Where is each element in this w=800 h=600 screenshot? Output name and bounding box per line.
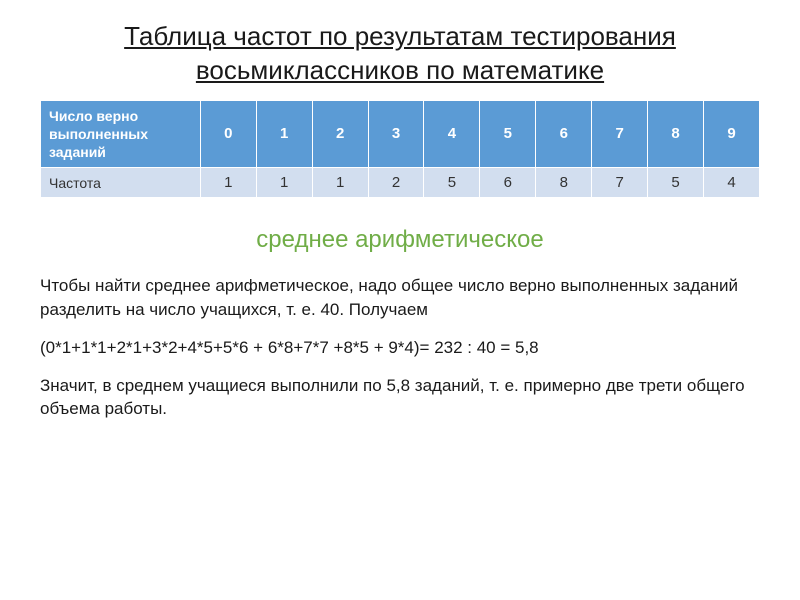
- table-data-row: Частота 1 1 1 2 5 6 8 7 5 4: [41, 168, 760, 198]
- paragraph-2: Значит, в среднем учащиеся выполнили по …: [40, 374, 760, 422]
- data-cell: 5: [424, 168, 480, 198]
- data-cell: 7: [592, 168, 648, 198]
- data-cell: 8: [536, 168, 592, 198]
- table-header-row: Число верно выполненных заданий 0 1 2 3 …: [41, 100, 760, 168]
- col-header: 4: [424, 100, 480, 168]
- data-cell: 5: [648, 168, 704, 198]
- col-header: 0: [200, 100, 256, 168]
- col-header: 2: [312, 100, 368, 168]
- col-header: 1: [256, 100, 312, 168]
- data-cell: 1: [200, 168, 256, 198]
- data-cell: 6: [480, 168, 536, 198]
- col-header: 9: [704, 100, 760, 168]
- page-title: Таблица частот по результатам тестирован…: [40, 20, 760, 88]
- col-header: 6: [536, 100, 592, 168]
- frequency-table: Число верно выполненных заданий 0 1 2 3 …: [40, 100, 760, 199]
- col-header: 8: [648, 100, 704, 168]
- col-header: 3: [368, 100, 424, 168]
- paragraph-1: Чтобы найти среднее арифметическое, надо…: [40, 274, 760, 322]
- col-header: 7: [592, 100, 648, 168]
- header-label: Число верно выполненных заданий: [41, 100, 201, 168]
- data-cell: 1: [256, 168, 312, 198]
- col-header: 5: [480, 100, 536, 168]
- data-cell: 4: [704, 168, 760, 198]
- data-cell: 1: [312, 168, 368, 198]
- subtitle: среднее арифметическое: [40, 226, 760, 254]
- data-cell: 2: [368, 168, 424, 198]
- row-label: Частота: [41, 168, 201, 198]
- formula-line: (0*1+1*1+2*1+3*2+4*5+5*6 + 6*8+7*7 +8*5 …: [40, 336, 760, 360]
